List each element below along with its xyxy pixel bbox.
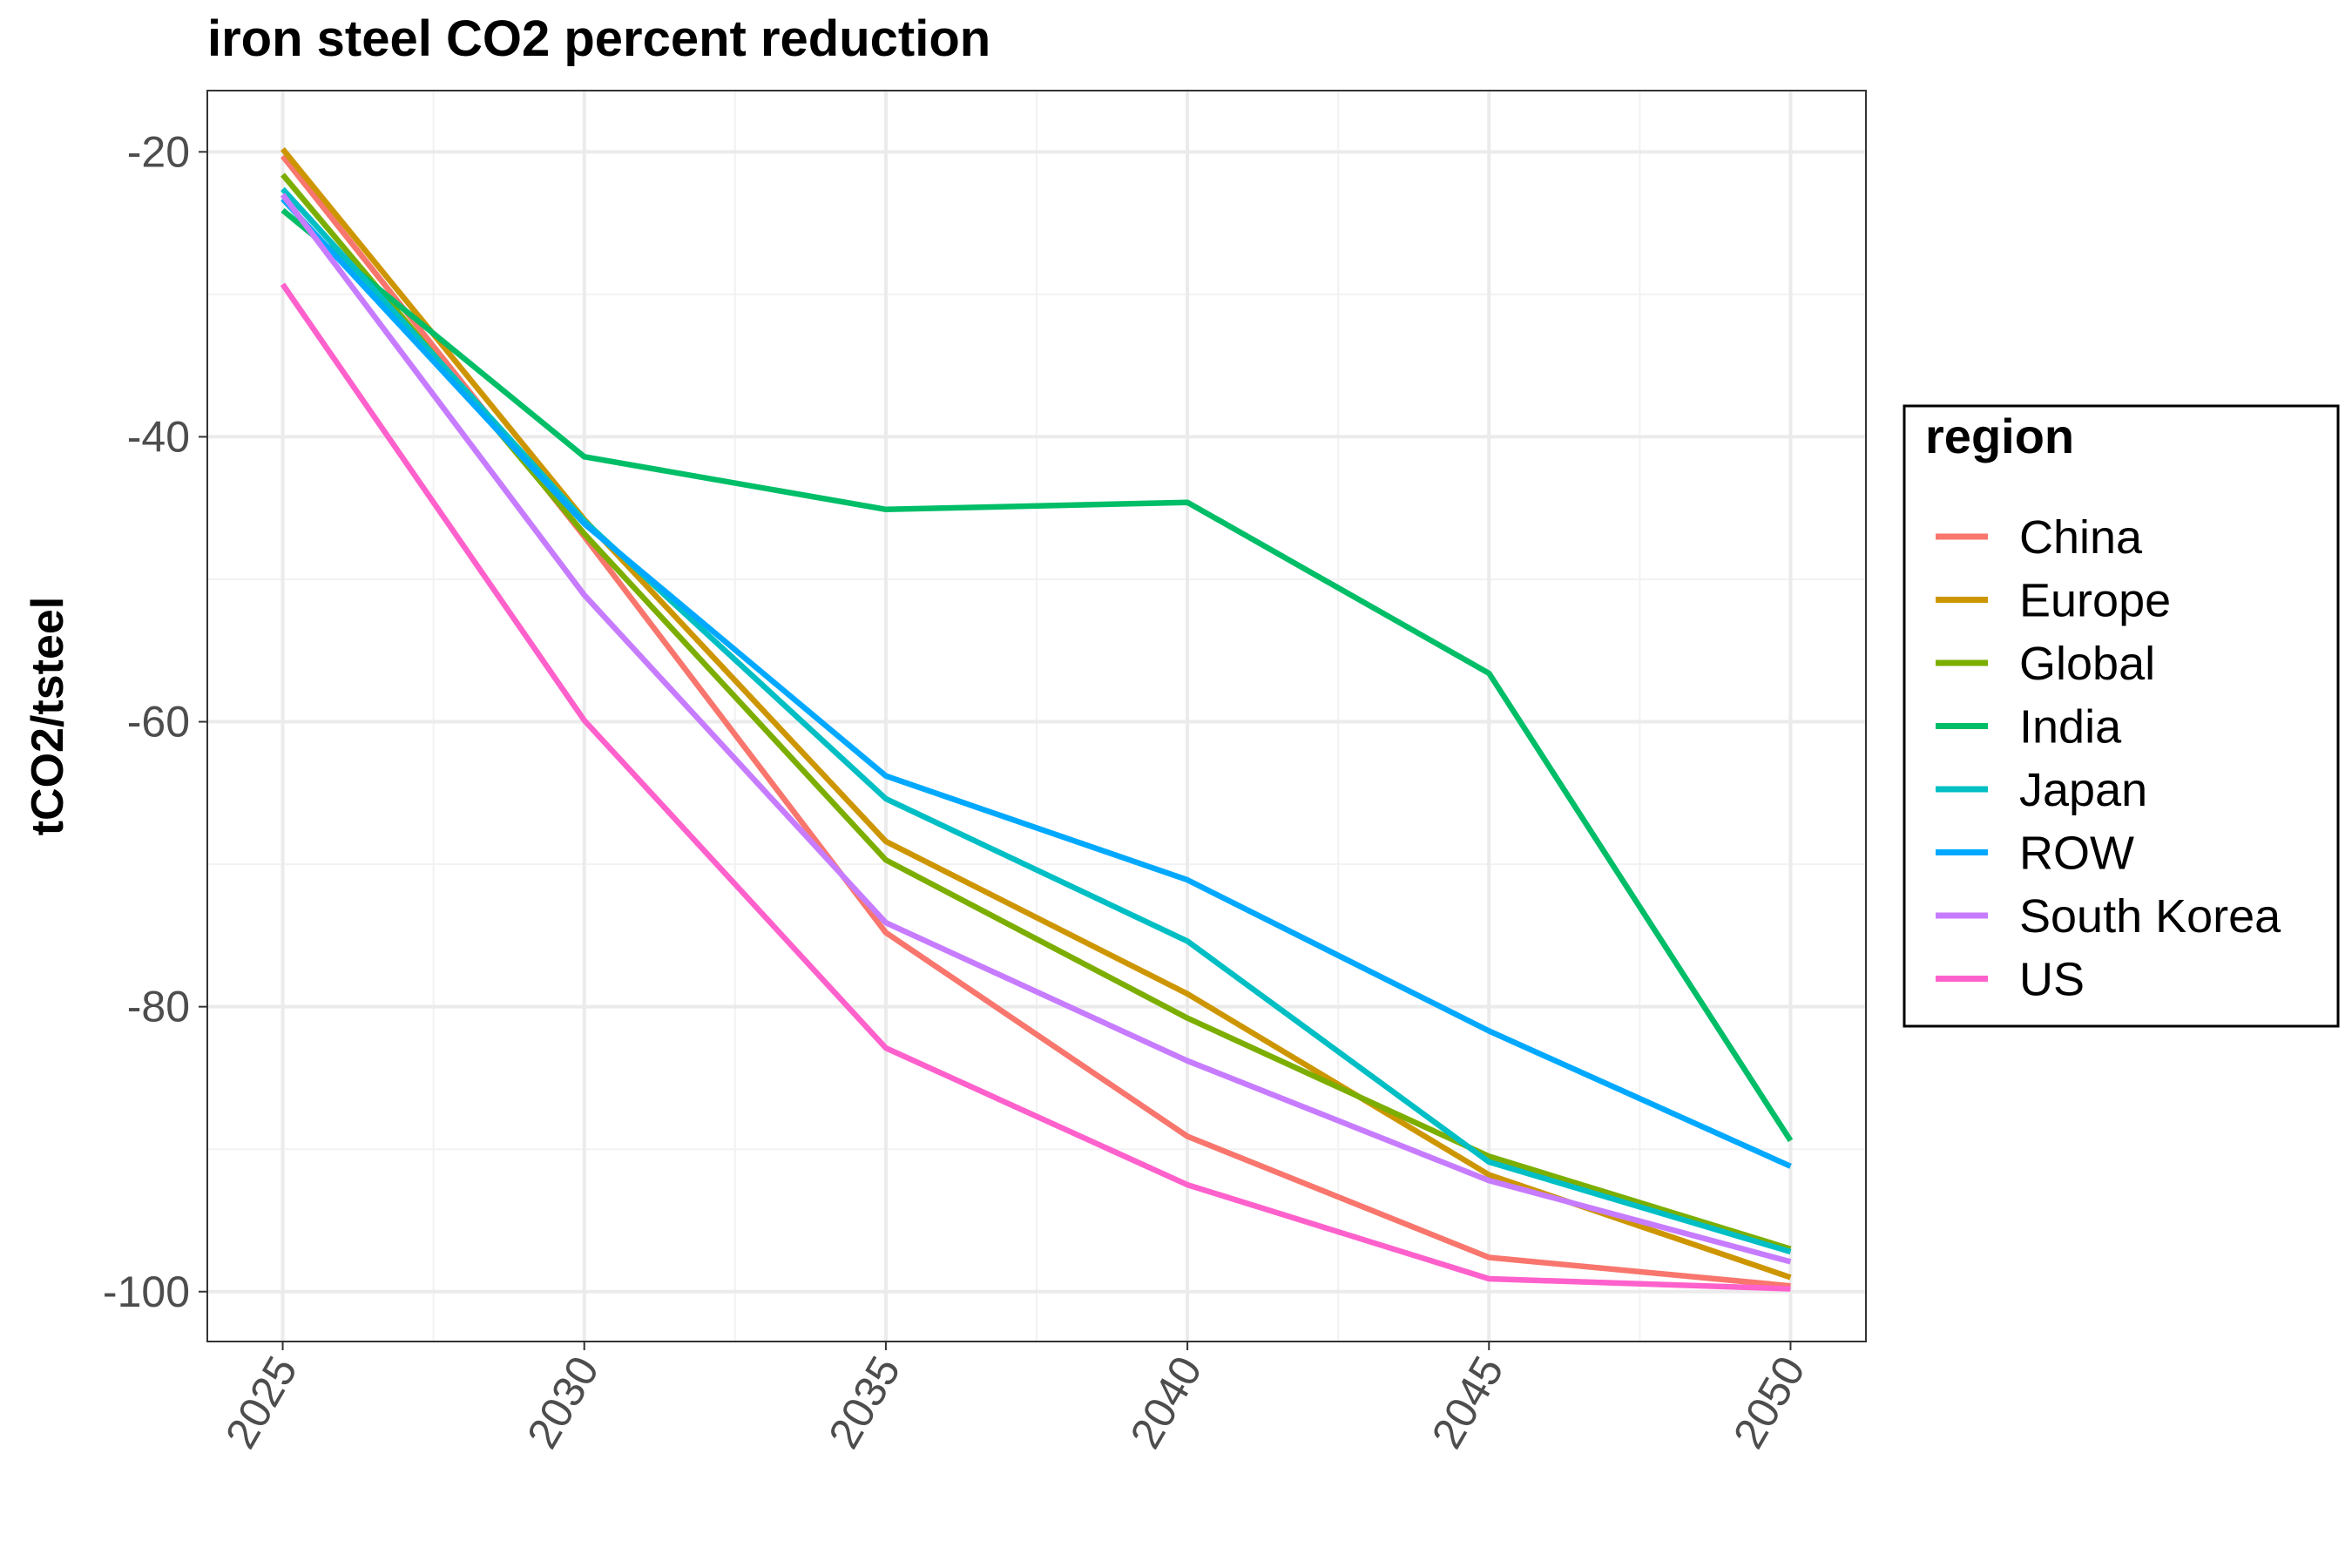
x-tick-label: 2040 [1121,1348,1212,1456]
legend: region China Europe Global India Japan ROW Sou… [1903,404,2340,1028]
legend-label-us: US [2019,954,2085,1006]
series-line-india [280,207,1794,1143]
x-tick-label: 2030 [517,1348,608,1456]
series-line-global [280,172,1792,1252]
legend-label-china: China [2019,511,2143,564]
x-tick-label: 2050 [1724,1348,1815,1456]
y-tick-label: -100 [103,1267,190,1316]
legend-box [1903,404,2340,1028]
major-gridlines [207,91,1866,1342]
legend-label-japan: Japan [2019,764,2147,816]
legend-items: China Europe Global India Japan ROW South Kore… [1936,511,2281,1006]
x-tick-label: 2045 [1423,1348,1513,1456]
minor-gridlines [207,91,1866,1342]
y-axis: -20 -40 -60 -80 -100 [103,127,207,1316]
legend-label-row: ROW [2019,828,2134,880]
series-line-us [280,282,1791,1292]
series-lines [280,147,1794,1292]
x-tick-label: 2035 [819,1348,909,1456]
legend-label-india: India [2019,701,2122,754]
x-axis: 2025 2030 2035 2040 2045 2050 [216,1342,1815,1456]
legend-title: region [1925,409,2074,463]
y-tick-label: -60 [127,698,190,747]
legend-label-global: Global [2019,638,2155,690]
chart-title: iron steel CO2 percent reduction [207,10,990,67]
x-tick-label: 2025 [216,1348,307,1456]
plot-border [206,90,1867,1342]
y-tick-label: -80 [127,983,190,1031]
legend-label-europe: Europe [2019,575,2171,627]
y-tick-label: -20 [127,127,190,176]
series-line-row [280,197,1792,1169]
series-line-south-korea [280,193,1792,1265]
y-tick-label: -40 [127,412,190,461]
y-axis-title: tCO2/tsteel [23,597,73,836]
legend-label-south-korea: South Korea [2019,890,2281,943]
